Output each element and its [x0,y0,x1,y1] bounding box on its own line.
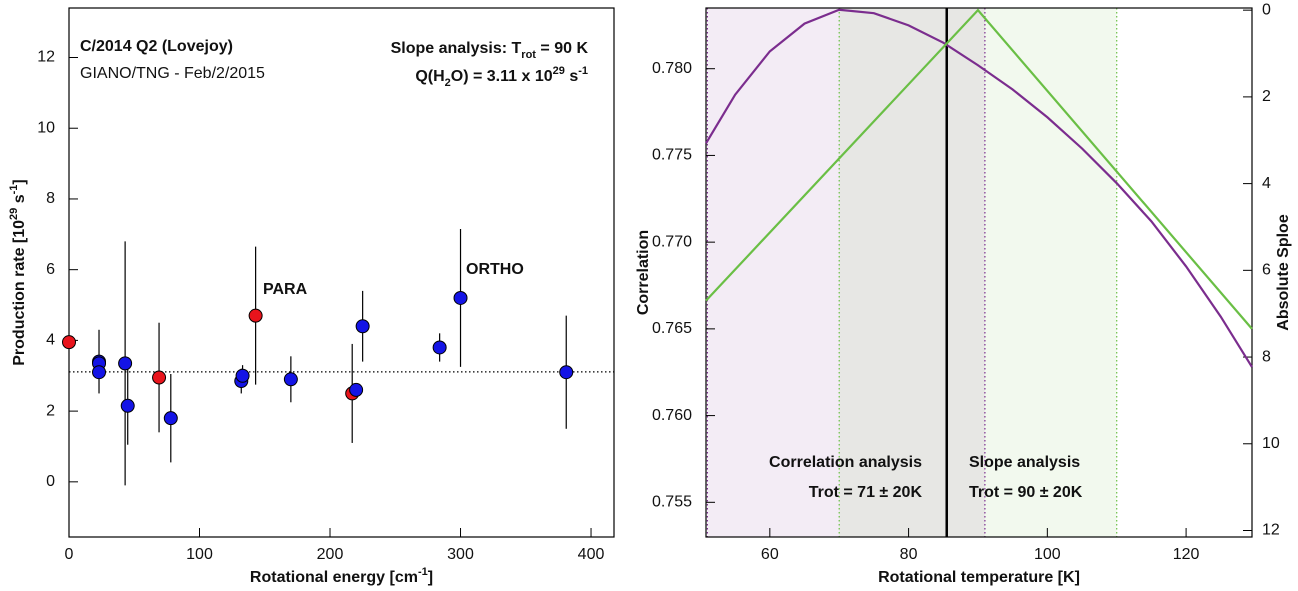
text-part: Correlation [635,230,652,315]
x-tick-label: 300 [447,546,474,563]
data-point [432,340,447,355]
text-part: rot [521,49,536,61]
data-point [283,372,298,387]
y-axis-label: Correlation [635,230,652,315]
x-tick-label: 100 [186,546,213,563]
text-part: 29 [553,65,565,77]
data-point [355,319,370,334]
y2-axis-label: Absolute Sploe [1275,214,1292,331]
text-part: 2 [445,77,451,89]
x-tick-label: 80 [900,546,918,563]
text-part: Rotational temperature [K] [878,569,1080,586]
data-point [248,308,263,323]
y-tick-label: 0.780 [652,60,692,77]
text-part: -1 [8,185,20,195]
y-tick-label: 8 [46,190,55,207]
text-part: ] [428,569,433,586]
x-tick-label: 200 [317,546,344,563]
x-tick-label: 400 [578,546,605,563]
x-axis-label: Rotational temperature [K] [878,569,1080,586]
text-part: 29 [8,208,20,220]
y2-tick-label: 8 [1262,348,1271,365]
annotation: C/2014 Q2 (Lovejoy) [80,38,233,55]
data-point [163,411,178,426]
region [839,8,1117,537]
annotation: Trot = 71 ± 20K [809,484,923,501]
annotation: Slope analysis [969,454,1080,471]
annotation: Trot = 90 ± 20K [969,484,1083,501]
annotation: Q(H2O) = 3.11 x 1029 s-1 [415,65,588,89]
data-point [92,365,107,380]
y2-tick-label: 12 [1262,522,1280,539]
text-part: Q(H [415,68,444,85]
curve [705,8,1253,368]
region [707,8,985,537]
y-tick-label: 2 [46,402,55,419]
plot-frame [705,7,1253,538]
data-point [152,370,167,385]
text-part: = 90 K [536,40,588,57]
text-part: Production rate [10 [11,220,28,366]
text-part: O) = 3.11 x 10 [451,68,553,85]
y2-tick-label: 10 [1262,435,1280,452]
curve [705,8,1253,330]
x-tick-label: 60 [761,546,779,563]
text-part: Rotational energy [cm [250,569,418,586]
text-part: Absolute Sploe [1275,214,1292,331]
y-tick-label: 0.775 [652,147,692,164]
y-tick-label: 4 [46,332,55,349]
y-tick-label: 10 [37,119,55,136]
text-part: -1 [418,566,428,578]
y-axis-label: Production rate [1029 s-1] [8,179,28,366]
text-part: s [11,194,28,207]
y-tick-label: 6 [46,261,55,278]
text-part: s [565,68,578,85]
series-label: ORTHO [466,261,524,278]
text-part: -1 [578,65,588,77]
x-tick-label: 100 [1034,546,1061,563]
data-point [453,290,468,305]
series-label: PARA [263,281,308,298]
data-point [118,356,133,371]
y2-tick-label: 2 [1262,88,1271,105]
text-part: GIANO/TNG - Feb/2/2015 [80,65,265,82]
plot-frame [68,7,615,538]
data-point [235,368,250,383]
y-tick-label: 0.760 [652,407,692,424]
y2-tick-label: 4 [1262,175,1271,192]
data-point [349,382,364,397]
text-part: Slope analysis: T [391,40,522,57]
y-tick-label: 12 [37,49,55,66]
x-tick-label: 0 [65,546,74,563]
y-tick-label: 0.770 [652,233,692,250]
annotation: Slope analysis: Trot = 90 K [391,40,589,61]
x-axis-label: Rotational energy [cm-1] [250,566,433,586]
y-tick-label: 0.765 [652,320,692,337]
x-tick-label: 120 [1173,546,1200,563]
y2-tick-label: 6 [1262,262,1271,279]
y-tick-label: 0 [46,473,55,490]
annotation: Correlation analysis [769,454,922,471]
text-part: C/2014 Q2 (Lovejoy) [80,38,233,55]
y-tick-label: 0.755 [652,494,692,511]
data-point [62,335,76,350]
y2-tick-label: 0 [1262,1,1271,18]
text-part: ] [11,179,28,184]
data-point [559,365,574,380]
data-point [120,398,135,413]
annotation: GIANO/TNG - Feb/2/2015 [80,65,265,82]
